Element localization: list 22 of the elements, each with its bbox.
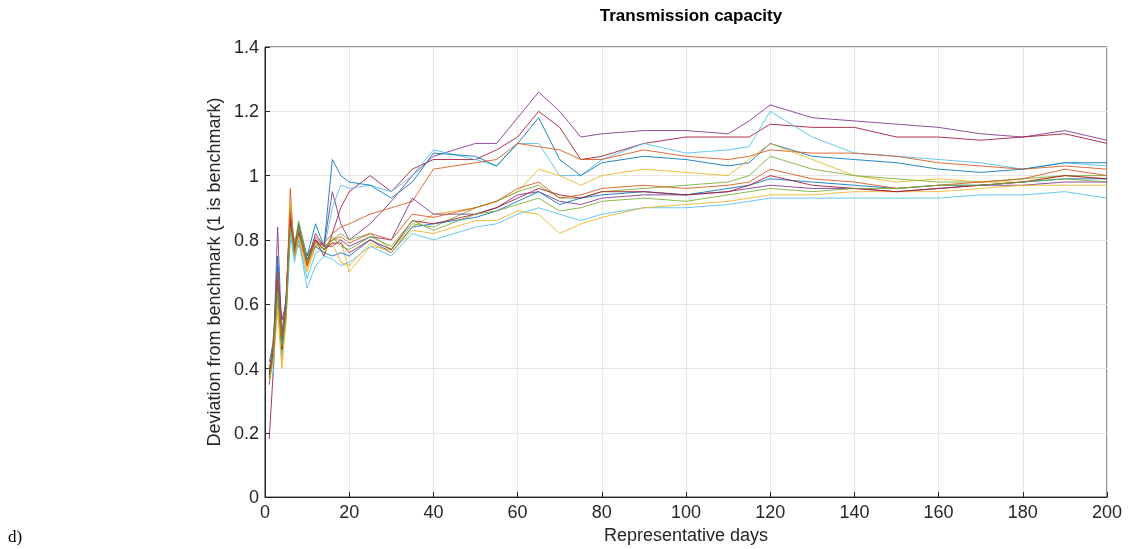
x-tick-label: 140 [839,502,870,523]
x-tick-label: 40 [423,502,444,523]
x-tick-label: 60 [507,502,528,523]
chart-title: Transmission capacity [599,6,783,25]
y-tick-label: 0.4 [233,358,259,379]
y-tick-label: 1 [248,165,259,186]
y-tick-label: 1.2 [233,101,259,122]
y-tick-label: 0.8 [233,229,259,250]
y-tick-label: 0.6 [233,294,259,315]
x-tick-label: 100 [670,502,702,523]
x-tick-label: 120 [755,502,786,523]
text: d) [8,527,23,546]
y-axis-title: Deviation from benchmark (1 is benchmark) [204,97,224,447]
x-tick-label: 20 [339,502,360,523]
y-tick-label: 0.2 [233,422,259,443]
x-tick-label: 180 [1007,502,1038,523]
y-tick-label: 0 [248,487,259,508]
x-tick-label: 200 [1091,502,1123,523]
x-tick-label: 80 [591,502,612,523]
y-tick-label: 1.4 [233,37,259,57]
x-tick-label: 160 [923,502,954,523]
x-axis-title: Representative days [603,525,769,545]
